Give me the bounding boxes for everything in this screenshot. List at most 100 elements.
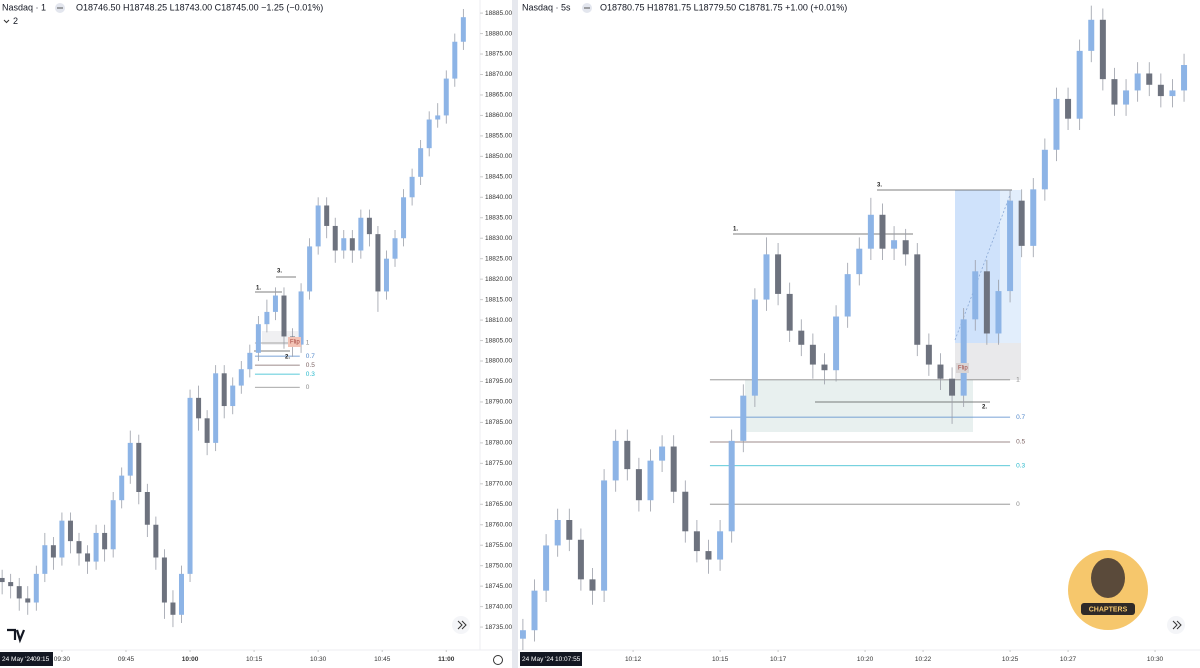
y-tick-label: 18760.00 [485, 521, 512, 528]
annotation-label: 3. [877, 183, 882, 189]
candle-body [25, 598, 31, 603]
y-tick-label: 18765.00 [485, 501, 512, 508]
candle-body [751, 299, 758, 396]
y-tick-label: 18800.00 [485, 358, 512, 365]
logo-text: CHAPTERS [1089, 606, 1128, 613]
date-label: 24 May '24 [522, 656, 554, 663]
candle-body [196, 397, 202, 419]
candle-body [960, 319, 967, 396]
x-tick-label: 10:30 [310, 656, 327, 663]
content: 1 0.7 0.5 0.3 0 1. 3. 2. Flip 18735.00 18740.00 187… [0, 5, 1188, 663]
y-tick-label: 18845.00 [485, 174, 512, 181]
candle-body [1146, 73, 1153, 85]
candle-body [178, 573, 184, 615]
fib-label: 0.3 [1016, 462, 1025, 469]
x-tick-label: 09:45 [118, 656, 135, 663]
candle-body [50, 545, 56, 558]
candle-body [867, 214, 874, 249]
annotation-label: 1. [256, 286, 261, 292]
candle-body [612, 440, 619, 481]
candle-body [264, 311, 270, 325]
candle-body [844, 274, 851, 317]
x-tick-label: 09:30 [54, 656, 71, 663]
x-tick-label: 10:25 [1002, 656, 1019, 663]
scroll-icon [1172, 620, 1182, 630]
candle-body [833, 316, 840, 371]
x-tick-label: 10:22 [915, 656, 932, 663]
flip-box [288, 337, 301, 347]
fib-label: 1 [306, 340, 310, 347]
y-tick-label: 18830.00 [485, 235, 512, 242]
candle-body [763, 254, 770, 300]
time-label: 10:07:55 [555, 656, 581, 663]
candle-body [1018, 200, 1025, 246]
y-tick-label: 18750.00 [485, 562, 512, 569]
candle-body [983, 271, 990, 334]
candle-body [682, 491, 689, 532]
candle-body [418, 148, 424, 177]
candle-body [392, 238, 398, 259]
candle-body [705, 551, 712, 560]
y-tick-label: 18755.00 [485, 542, 512, 549]
candle-body [16, 586, 22, 599]
candle-body [298, 291, 304, 345]
y-tick-label: 18770.00 [485, 481, 512, 488]
candle-body [1030, 189, 1037, 246]
candle-body [230, 385, 236, 407]
date-box [520, 652, 582, 666]
chevron[interactable] [3, 19, 10, 24]
y-tick-label: 18785.00 [485, 419, 512, 426]
candle-body [213, 373, 219, 443]
candle-body [531, 590, 538, 631]
y-tick-label: 18735.00 [485, 624, 512, 631]
chart-title: Nasdaq · 1 [2, 2, 46, 12]
candle-body [1088, 19, 1095, 51]
candle-body [717, 531, 724, 560]
candle-body [1076, 50, 1083, 119]
candle-body [443, 78, 449, 116]
annotation-label: 3. [277, 269, 282, 275]
candle-body [1157, 84, 1164, 97]
candle-body [972, 271, 979, 320]
candle-body [1053, 98, 1060, 150]
settings-button[interactable] [493, 655, 503, 665]
x-tick-label: 10:00 [182, 656, 199, 663]
ohlc-legend: O18746.50 H18748.25 L18743.00 C18745.00 … [76, 2, 323, 12]
plot-area: 1 0.7 0.5 0.3 0 1. 3. 2. Flip [520, 5, 1188, 650]
candle-body [144, 492, 150, 525]
x-tick-label: 10:15 [712, 656, 729, 663]
y-tick-label: 18855.00 [485, 133, 512, 140]
candle-body [1181, 65, 1188, 91]
y-tick-label: 18815.00 [485, 296, 512, 303]
tv-logo [7, 628, 26, 644]
candle-body [659, 446, 666, 461]
scroll-button[interactable] [1167, 616, 1185, 634]
fib-label: 0 [306, 384, 310, 391]
candle-body [307, 246, 313, 292]
annotation-label: 2. [982, 405, 987, 411]
y-tick-label: 18775.00 [485, 460, 512, 467]
candle-body [221, 373, 227, 407]
y-tick-label: 18850.00 [485, 153, 512, 160]
candle-body [358, 217, 364, 251]
candle-body [153, 524, 159, 558]
candle-body [670, 446, 677, 492]
fib-label: 0.7 [306, 353, 315, 360]
candle-body [821, 364, 828, 371]
candle-body [349, 238, 355, 251]
candle-body [1041, 149, 1048, 190]
candle-body [1065, 98, 1072, 119]
y-tick-label: 18860.00 [485, 112, 512, 119]
flip-box [956, 363, 969, 373]
candle-body [170, 602, 176, 615]
annotation-label: Flip [290, 340, 300, 346]
candle-body [786, 293, 793, 331]
fib-label: 0.7 [1016, 414, 1025, 421]
scroll-button[interactable] [452, 616, 470, 634]
y-tick-label: 18865.00 [485, 92, 512, 99]
candle-body [136, 442, 142, 493]
candle-body [452, 41, 458, 79]
fib-label: 0 [1016, 501, 1020, 508]
annotation-label: 1. [733, 227, 738, 233]
candle-body [1134, 73, 1141, 91]
